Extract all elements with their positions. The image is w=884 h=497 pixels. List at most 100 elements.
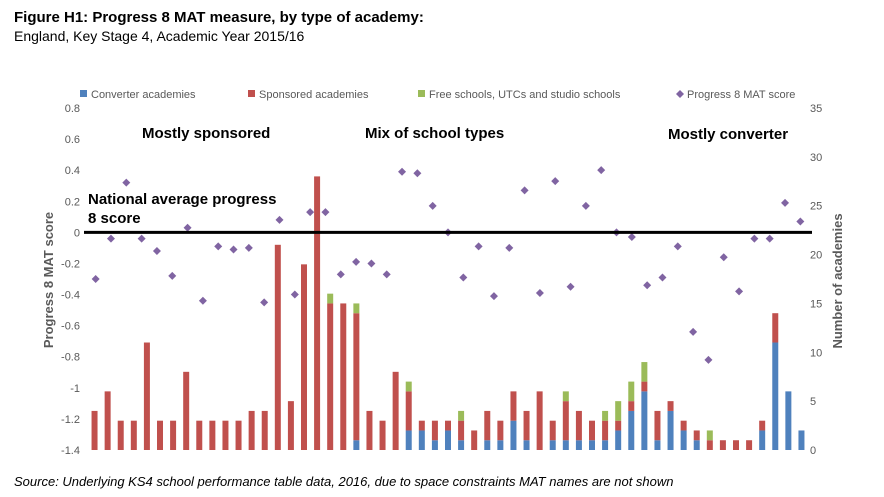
bar-converter-academies bbox=[641, 391, 648, 450]
bar-sponsored-academies bbox=[706, 440, 713, 450]
bar-free-schools-utcs-and-studio-schools bbox=[602, 410, 609, 421]
progress-8-point bbox=[689, 327, 698, 336]
bar-free-schools-utcs-and-studio-schools bbox=[628, 381, 635, 402]
y-tick-label: -0.2 bbox=[61, 258, 80, 270]
bar-free-schools-utcs-and-studio-schools bbox=[706, 430, 713, 441]
bar-converter-academies bbox=[497, 440, 504, 450]
progress-8-point bbox=[597, 166, 606, 175]
bar-converter-academies bbox=[798, 430, 805, 450]
bar-converter-academies bbox=[484, 440, 491, 450]
y2-tick-label: 30 bbox=[810, 152, 822, 164]
y-tick-label: 0.2 bbox=[65, 196, 80, 208]
y2-axis-label: Number of academies bbox=[830, 213, 845, 348]
bar-sponsored-academies bbox=[484, 410, 491, 441]
bar-sponsored-academies bbox=[209, 420, 216, 450]
bar-sponsored-academies bbox=[575, 410, 582, 441]
bar-sponsored-academies bbox=[602, 420, 609, 441]
progress-8-point bbox=[367, 259, 376, 268]
bar-converter-academies bbox=[549, 440, 556, 450]
progress-8-point bbox=[765, 234, 774, 243]
progress-8-point bbox=[336, 270, 345, 279]
bar-sponsored-academies bbox=[143, 342, 150, 450]
bar-free-schools-utcs-and-studio-schools bbox=[458, 410, 465, 421]
y2-tick-label: 5 bbox=[810, 396, 816, 408]
y2-tick-label: 10 bbox=[810, 347, 822, 359]
bar-converter-academies bbox=[654, 440, 661, 450]
bar-converter-academies bbox=[458, 440, 465, 450]
bar-sponsored-academies bbox=[772, 313, 779, 343]
bar-sponsored-academies bbox=[314, 176, 321, 450]
bar-sponsored-academies bbox=[301, 264, 307, 450]
bar-converter-academies bbox=[785, 391, 792, 450]
progress-8-point bbox=[382, 270, 391, 279]
bar-sponsored-academies bbox=[667, 401, 674, 411]
progress-8-point bbox=[796, 217, 805, 226]
y-tick-label: -1.2 bbox=[61, 414, 80, 426]
bar-sponsored-academies bbox=[261, 410, 268, 450]
progress-8-point bbox=[581, 201, 590, 210]
progress-8-point bbox=[489, 292, 498, 301]
bar-sponsored-academies bbox=[274, 244, 281, 450]
progress-8-point bbox=[735, 287, 744, 296]
bar-sponsored-academies bbox=[340, 303, 347, 450]
bar-converter-academies bbox=[353, 440, 360, 450]
bar-converter-academies bbox=[523, 440, 530, 450]
bar-sponsored-academies bbox=[104, 391, 111, 450]
progress-8-point bbox=[566, 282, 575, 291]
progress-8-point bbox=[290, 290, 299, 299]
progress-8-point bbox=[474, 242, 483, 251]
y2-tick-label: 0 bbox=[810, 445, 816, 457]
y-tick-label: 0.8 bbox=[65, 103, 80, 115]
points-layer bbox=[91, 166, 805, 364]
bar-converter-academies bbox=[445, 430, 451, 450]
bar-sponsored-academies bbox=[183, 371, 190, 450]
bar-sponsored-academies bbox=[615, 420, 622, 431]
chart-title: Figure H1: Progress 8 MAT measure, by ty… bbox=[14, 9, 424, 26]
bar-sponsored-academies bbox=[170, 420, 177, 450]
bar-sponsored-academies bbox=[366, 410, 373, 450]
bar-sponsored-academies bbox=[654, 410, 661, 441]
bar-converter-academies bbox=[772, 342, 779, 450]
y2-tick-label: 25 bbox=[810, 201, 822, 213]
y-tick-label: -0.6 bbox=[61, 321, 80, 333]
progress-8-point bbox=[244, 243, 253, 252]
bar-sponsored-academies bbox=[562, 401, 569, 441]
bar-sponsored-academies bbox=[91, 410, 98, 450]
bar-sponsored-academies bbox=[549, 420, 556, 441]
bar-converter-academies bbox=[693, 440, 700, 450]
bar-sponsored-academies bbox=[431, 420, 438, 441]
bar-converter-academies bbox=[418, 430, 425, 450]
bar-converter-academies bbox=[510, 420, 517, 450]
bar-free-schools-utcs-and-studio-schools bbox=[353, 303, 360, 314]
bar-sponsored-academies bbox=[418, 420, 425, 431]
legend-marker bbox=[80, 90, 87, 97]
bar-sponsored-academies bbox=[641, 381, 648, 392]
progress-8-point bbox=[673, 242, 682, 251]
progress-8-point bbox=[275, 215, 284, 224]
bar-sponsored-academies bbox=[130, 420, 137, 450]
y-tick-label: 0 bbox=[74, 227, 80, 239]
annotation-mix-of-school-types: Mix of school types bbox=[365, 125, 504, 142]
chart-subtitle: England, Key Stage 4, Academic Year 2015… bbox=[14, 28, 305, 44]
progress-8-point bbox=[520, 186, 529, 195]
legend-marker bbox=[676, 90, 684, 98]
annotation-mostly-sponsored: Mostly sponsored bbox=[142, 125, 270, 142]
progress-8-point bbox=[321, 208, 330, 217]
legend-label: Free schools, UTCs and studio schools bbox=[429, 89, 621, 101]
progress-8-point bbox=[719, 253, 728, 262]
y-tick-label: -0.8 bbox=[61, 352, 80, 364]
progress-8-point bbox=[214, 242, 223, 251]
bar-sponsored-academies bbox=[157, 420, 163, 450]
legend-label: Converter academies bbox=[91, 89, 196, 101]
bar-converter-academies bbox=[602, 440, 609, 450]
progress-8-point bbox=[183, 223, 192, 232]
bar-free-schools-utcs-and-studio-schools bbox=[562, 391, 569, 402]
y2-tick-label: 35 bbox=[810, 103, 822, 115]
progress-8-point bbox=[535, 288, 544, 297]
right-axis-ticks: 35 30 25 20 15 10 5 0 bbox=[810, 103, 822, 457]
bar-sponsored-academies bbox=[287, 401, 294, 450]
bar-converter-academies bbox=[615, 430, 622, 450]
bar-sponsored-academies bbox=[719, 440, 726, 450]
bar-free-schools-utcs-and-studio-schools bbox=[405, 381, 412, 392]
